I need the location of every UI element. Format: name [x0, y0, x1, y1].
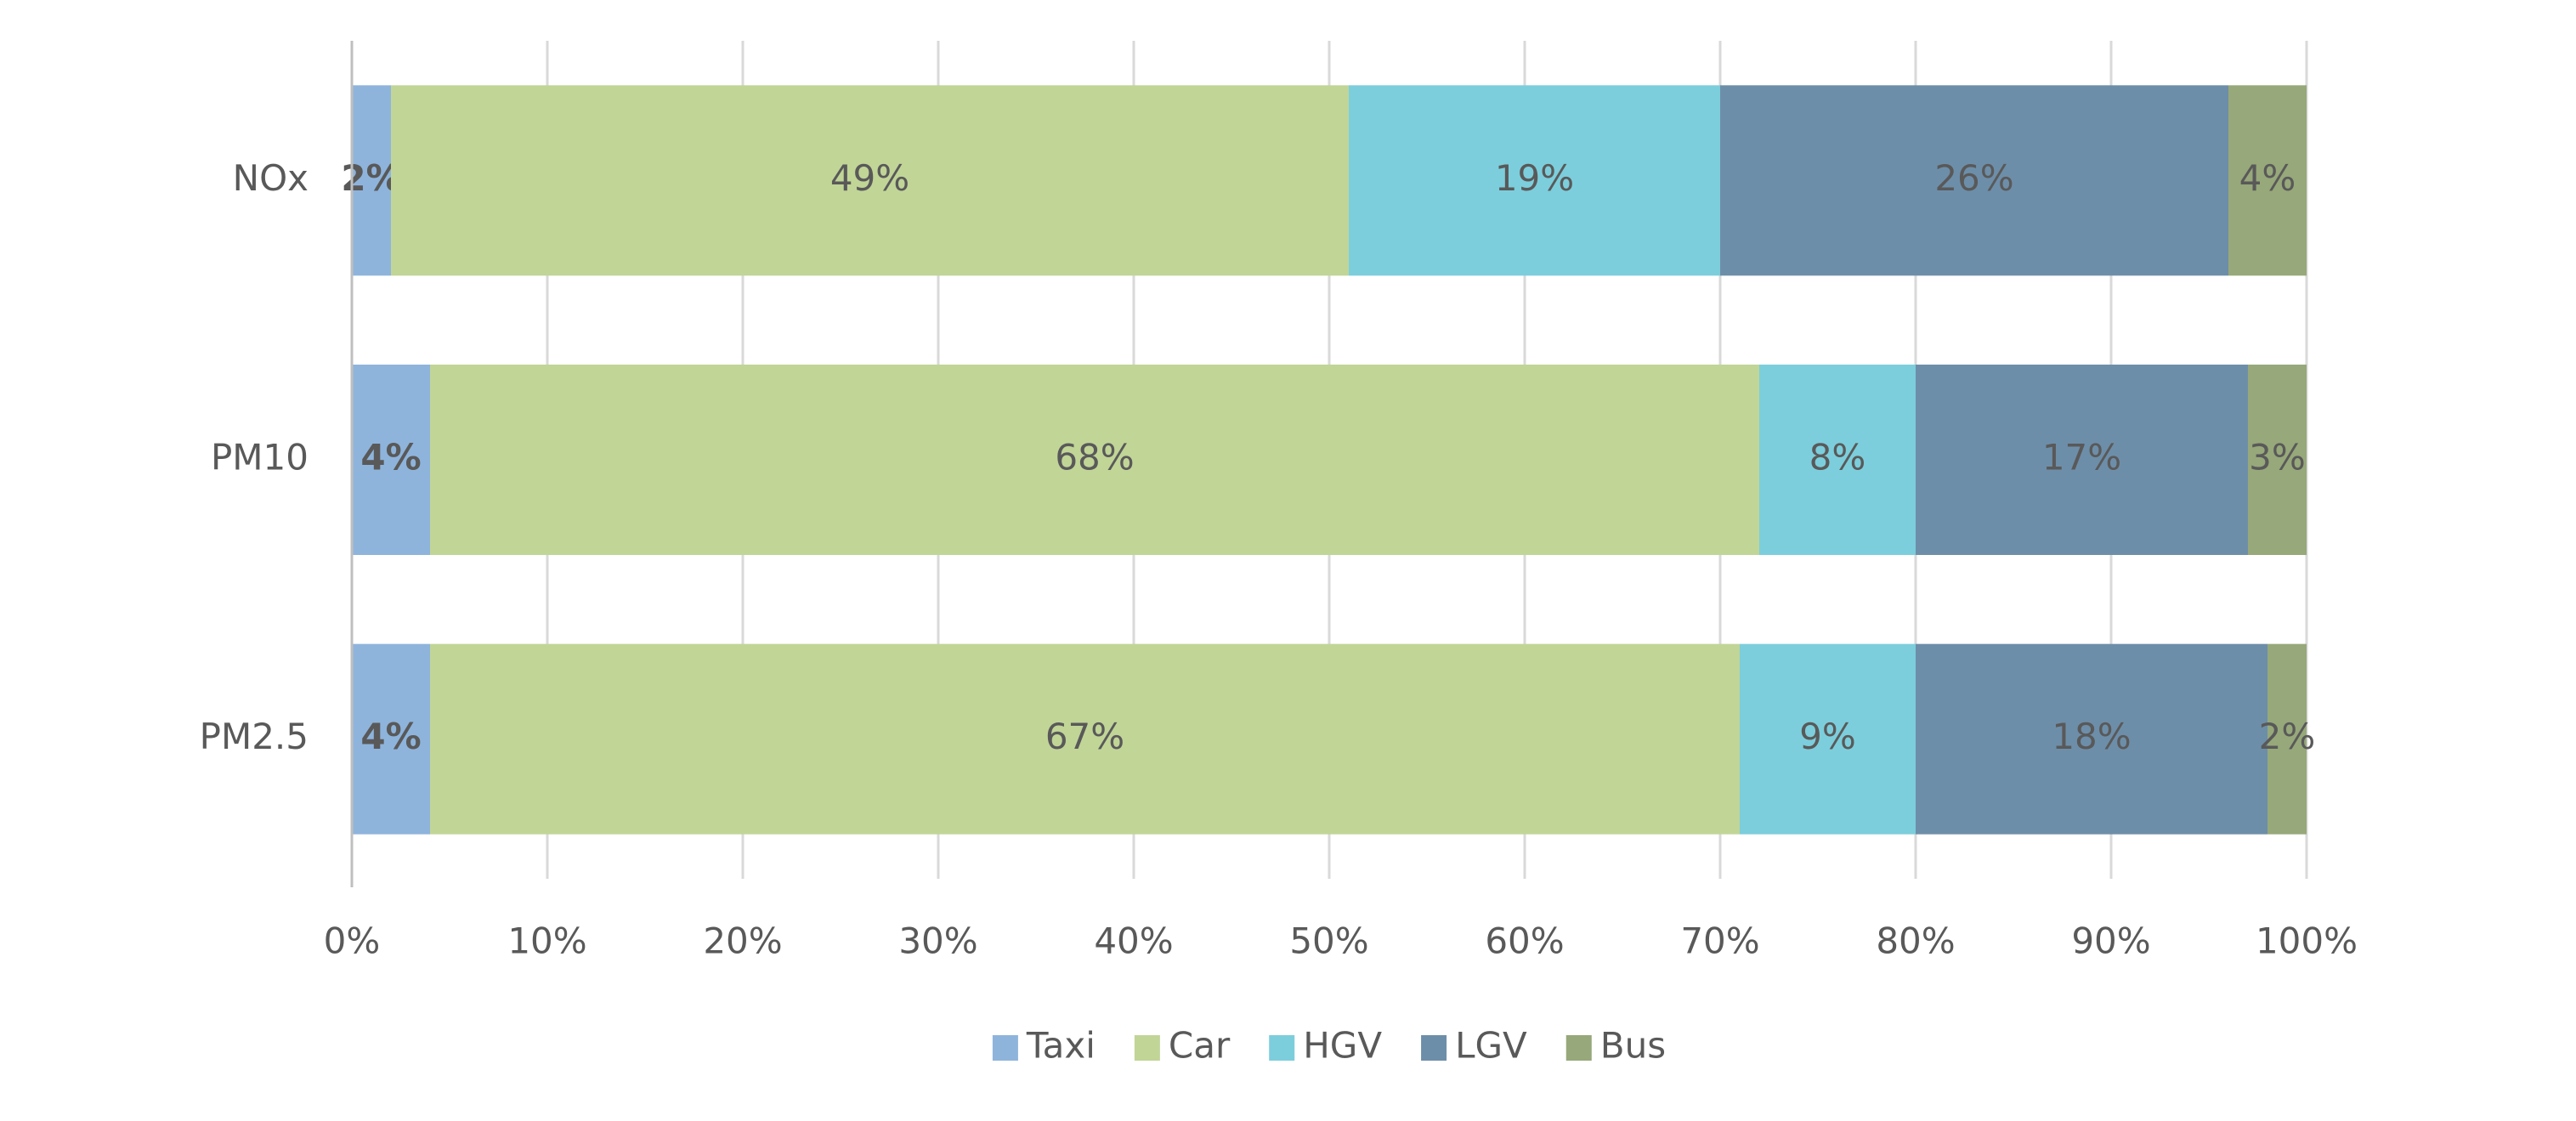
x-tick-label: 80%: [1876, 920, 1955, 962]
y-tick-label: PM10: [211, 437, 309, 478]
data-label: 9%: [1799, 716, 1856, 757]
legend-swatch: [1269, 1035, 1295, 1061]
x-tick-label: 0%: [324, 920, 381, 962]
data-label: 67%: [1045, 716, 1124, 757]
x-tick-label: 30%: [898, 920, 977, 962]
legend-label: Car: [1169, 1025, 1231, 1067]
y-tick-label: NOx: [233, 157, 309, 199]
data-label: 8%: [1809, 437, 1866, 478]
legend: Taxi Car HGV LGV Bus: [992, 1025, 1666, 1067]
x-tick-label: 60%: [1485, 920, 1564, 962]
legend-swatch: [1134, 1035, 1160, 1061]
bar-segment: [430, 365, 1759, 555]
bar-segment: [1916, 643, 2267, 835]
data-label: 4%: [2239, 157, 2296, 199]
x-tick-label: 10%: [507, 920, 586, 962]
bar-segment: [430, 643, 1740, 835]
data-label: 26%: [1934, 157, 2013, 199]
bar-segment: [1740, 643, 1916, 835]
legend-label: Bus: [1600, 1025, 1666, 1067]
legend-label: Taxi: [1026, 1025, 1096, 1067]
bar-segment: [1759, 365, 1916, 555]
data-label: 49%: [830, 157, 909, 199]
legend-label: HGV: [1303, 1025, 1382, 1067]
bar-segment: [352, 643, 430, 835]
legend-swatch: [1565, 1035, 1592, 1061]
legend-swatch: [992, 1035, 1018, 1061]
bar-segment: [1720, 85, 2228, 276]
data-label: 18%: [2052, 716, 2131, 757]
bar-segment: [2248, 365, 2307, 555]
x-tick-label: 100%: [2256, 920, 2358, 962]
data-label: 17%: [2042, 437, 2121, 478]
legend-label: LGV: [1455, 1025, 1527, 1067]
x-tick-label: 50%: [1289, 920, 1368, 962]
bar-segment: [352, 365, 430, 555]
data-label: 2%: [2259, 716, 2316, 757]
bar-segment: [1916, 365, 2248, 555]
bar-segment: [352, 85, 391, 276]
data-label: 68%: [1055, 437, 1134, 478]
data-label: 19%: [1495, 157, 1574, 199]
bar-segment: [391, 85, 1349, 276]
x-tick-label: 40%: [1094, 920, 1173, 962]
data-label: 4%: [360, 716, 421, 757]
data-label: 4%: [360, 437, 421, 478]
y-tick-label: PM2.5: [200, 716, 309, 757]
bar-segment: [2267, 643, 2307, 835]
legend-swatch: [1421, 1035, 1447, 1061]
bar-segment: [1349, 85, 1720, 276]
bar-segment: [2228, 85, 2307, 276]
x-tick-label: 90%: [2071, 920, 2150, 962]
x-tick-label: 20%: [703, 920, 782, 962]
data-label: 3%: [2249, 437, 2306, 478]
x-tick-label: 70%: [1680, 920, 1759, 962]
